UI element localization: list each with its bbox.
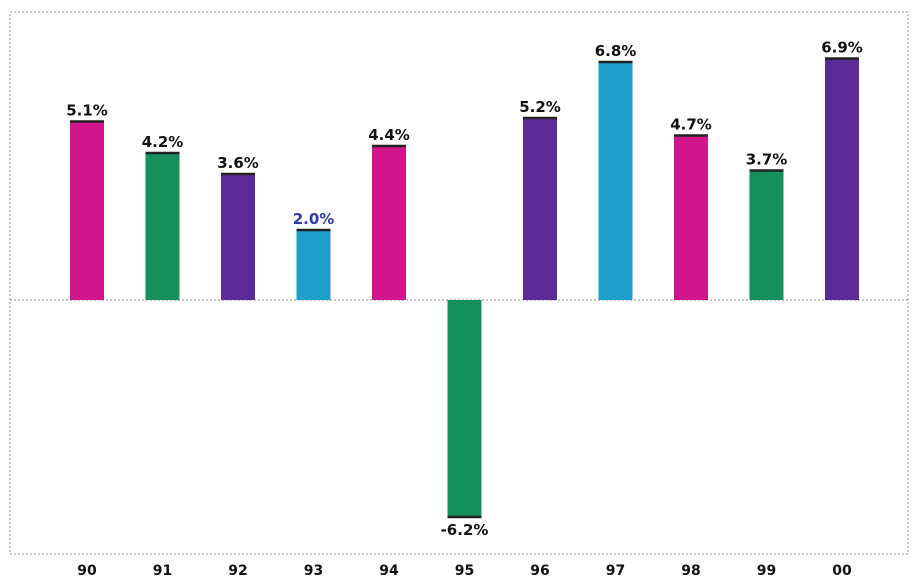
x-tick-label-96: 96: [530, 563, 549, 578]
value-labels-layer: 5.1% 4.2% 3.6% 2.0% 4.4% -6.2% 5.2% 6.8% 4.7% 3.7…: [66, 39, 863, 540]
value-label-93: 2.0%: [293, 210, 335, 228]
x-tick-label-92: 92: [228, 563, 247, 578]
x-tick-label-91: 91: [153, 563, 172, 578]
x-tick-label-95: 95: [455, 563, 474, 578]
bar-96: [523, 118, 557, 300]
value-label-97: 6.8%: [595, 42, 637, 60]
x-tick-label-94: 94: [379, 563, 399, 578]
value-label-92: 3.6%: [217, 154, 259, 172]
x-tick-labels-layer: 90 91 92 93 94 95 96 97 98 99 00: [77, 563, 852, 578]
bar-90: [70, 121, 104, 300]
x-tick-label-98: 98: [681, 563, 700, 578]
x-tick-label-99: 99: [757, 563, 776, 578]
bar-00: [825, 58, 859, 300]
bar-98: [674, 135, 708, 300]
value-label-95: -6.2%: [441, 521, 489, 539]
value-label-99: 3.7%: [746, 151, 788, 169]
bar-93: [296, 230, 331, 300]
bar-97: [598, 62, 633, 300]
value-label-94: 4.4%: [368, 126, 410, 144]
x-tick-label-93: 93: [304, 563, 323, 578]
bar-95: [447, 300, 482, 517]
x-tick-label-90: 90: [77, 563, 97, 578]
plot-frame: [9, 11, 909, 555]
value-label-91: 4.2%: [142, 133, 184, 151]
value-label-96: 5.2%: [519, 98, 561, 116]
bar-99: [749, 170, 784, 300]
x-tick-label-97: 97: [606, 563, 625, 578]
bar-91: [145, 153, 180, 300]
bars-layer: [70, 57, 859, 519]
value-label-90: 5.1%: [66, 102, 108, 120]
bar-94: [372, 146, 406, 300]
value-label-98: 4.7%: [670, 116, 712, 134]
x-tick-label-00: 00: [832, 563, 852, 578]
value-label-00: 6.9%: [821, 39, 863, 57]
bar-92: [221, 174, 255, 300]
